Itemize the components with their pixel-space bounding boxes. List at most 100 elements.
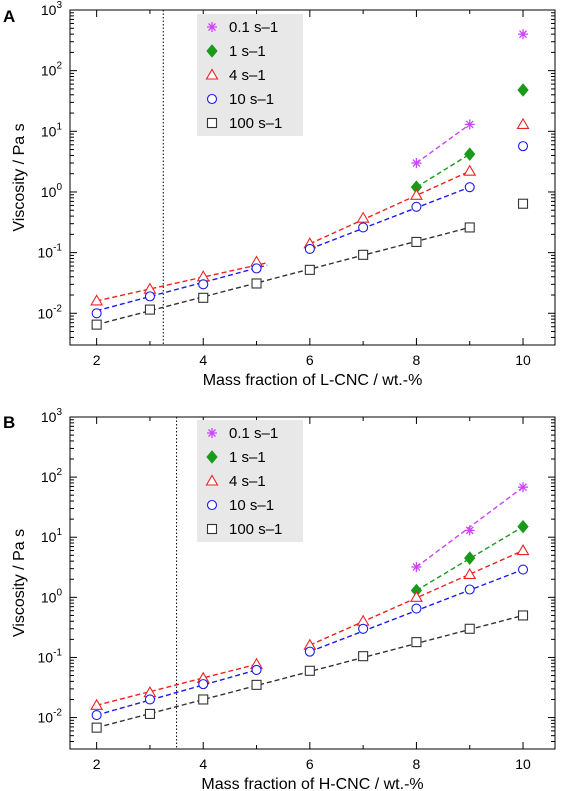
y-tick-label: 10-1 xyxy=(38,647,63,665)
data-point xyxy=(411,158,422,169)
data-point xyxy=(358,222,369,233)
data-point xyxy=(517,141,529,152)
y-tick-label: 101 xyxy=(41,527,63,545)
legend-marker xyxy=(206,523,218,535)
data-point xyxy=(198,679,209,690)
y-tick-label: 101 xyxy=(41,121,63,139)
x-tick-label: 10 xyxy=(515,756,531,772)
data-point xyxy=(464,584,475,595)
data-point xyxy=(304,264,315,275)
data-point xyxy=(411,603,422,614)
data-point xyxy=(517,83,529,97)
legend-marker xyxy=(207,22,217,32)
fit-line xyxy=(309,170,471,245)
panel-letter: A xyxy=(3,7,15,26)
data-point xyxy=(251,664,262,675)
legend-marker xyxy=(206,44,218,58)
x-tick-label: 2 xyxy=(93,756,101,772)
y-tick-label: 10-2 xyxy=(38,303,63,321)
data-point xyxy=(518,29,529,40)
fit-line xyxy=(416,526,524,592)
legend-label: 4 s–1 xyxy=(229,473,266,490)
fit-line xyxy=(96,262,268,302)
data-point xyxy=(91,319,102,330)
data-point xyxy=(411,637,422,648)
data-point xyxy=(251,278,262,289)
fit-line xyxy=(96,264,268,312)
legend-marker xyxy=(206,93,218,105)
data-point xyxy=(464,222,475,233)
data-point xyxy=(358,623,369,634)
y-tick-label: 103 xyxy=(41,0,63,18)
x-tick-label: 6 xyxy=(306,756,314,772)
y-tick-label: 102 xyxy=(41,467,63,485)
data-point xyxy=(358,249,369,260)
chart-panel-b: 2 4 6 8 10 10-2 10-1 100 101 102 103 0.1 s–1 1 s–1 4 … xyxy=(3,407,556,791)
x-tick-label: 8 xyxy=(413,352,421,368)
legend-label: 10 s–1 xyxy=(229,497,274,514)
data-point xyxy=(144,694,155,705)
legend-marker xyxy=(206,499,218,511)
x-tick-label: 10 xyxy=(515,352,531,368)
data-point xyxy=(411,561,422,572)
fit-line xyxy=(96,663,257,706)
x-tick-label: 8 xyxy=(413,756,421,772)
data-point xyxy=(463,164,477,176)
legend-marker xyxy=(205,68,219,80)
data-point xyxy=(411,236,422,247)
data-point xyxy=(464,525,475,536)
data-point xyxy=(251,679,262,690)
x-tick-label: 2 xyxy=(93,352,101,368)
data-point xyxy=(144,304,155,315)
y-tick-label: 103 xyxy=(41,407,63,425)
x-axis-label: Mass fraction of H-CNC / wt.-% xyxy=(201,776,423,791)
fit-line xyxy=(416,123,471,164)
data-point xyxy=(518,482,529,493)
data-point xyxy=(304,646,315,657)
fit-line xyxy=(96,226,470,326)
y-tick-label: 100 xyxy=(41,182,63,200)
data-point xyxy=(517,610,529,621)
data-point xyxy=(516,117,530,129)
data-point xyxy=(198,694,209,705)
y-tick-label: 10-1 xyxy=(38,243,63,261)
data-point xyxy=(517,564,529,575)
data-point xyxy=(409,590,423,602)
y-tick-label: 102 xyxy=(41,61,63,79)
data-point xyxy=(198,292,209,303)
legend-label: 100 s–1 xyxy=(229,521,282,538)
data-point xyxy=(517,198,529,209)
legend-marker xyxy=(206,450,218,464)
data-point xyxy=(516,543,530,556)
y-tick-label: 100 xyxy=(41,587,63,605)
x-tick-label: 4 xyxy=(199,756,207,772)
data-point xyxy=(411,201,422,212)
data-point xyxy=(90,698,104,710)
data-point xyxy=(144,291,155,302)
data-point xyxy=(91,710,102,721)
data-point xyxy=(198,279,209,290)
data-point xyxy=(463,567,477,580)
legend-marker xyxy=(207,428,217,438)
legend-label: 4 s–1 xyxy=(229,67,266,84)
panel-letter: B xyxy=(3,413,15,432)
legend-label: 0.1 s–1 xyxy=(229,425,278,442)
data-point xyxy=(356,211,370,223)
data-point xyxy=(358,651,369,662)
fit-line xyxy=(309,186,470,250)
data-point xyxy=(464,551,476,565)
data-point xyxy=(304,243,315,254)
data-point xyxy=(409,188,423,200)
legend-marker xyxy=(206,117,218,129)
plot-frame xyxy=(69,416,556,750)
fit-line xyxy=(96,669,257,716)
data-point xyxy=(251,263,262,274)
legend-label: 1 s–1 xyxy=(229,43,266,60)
data-point xyxy=(304,665,315,676)
data-point xyxy=(517,519,529,534)
chart-panel-a: 2 4 6 8 10 10-2 10-1 100 101 102 103 0.1 s–1 1 s–1 4 … xyxy=(3,0,556,389)
plot-frame xyxy=(69,9,556,346)
data-point xyxy=(464,119,475,130)
legend-label: 100 s–1 xyxy=(229,115,282,132)
x-axis-label: Mass fraction of L-CNC / wt.-% xyxy=(203,372,423,389)
